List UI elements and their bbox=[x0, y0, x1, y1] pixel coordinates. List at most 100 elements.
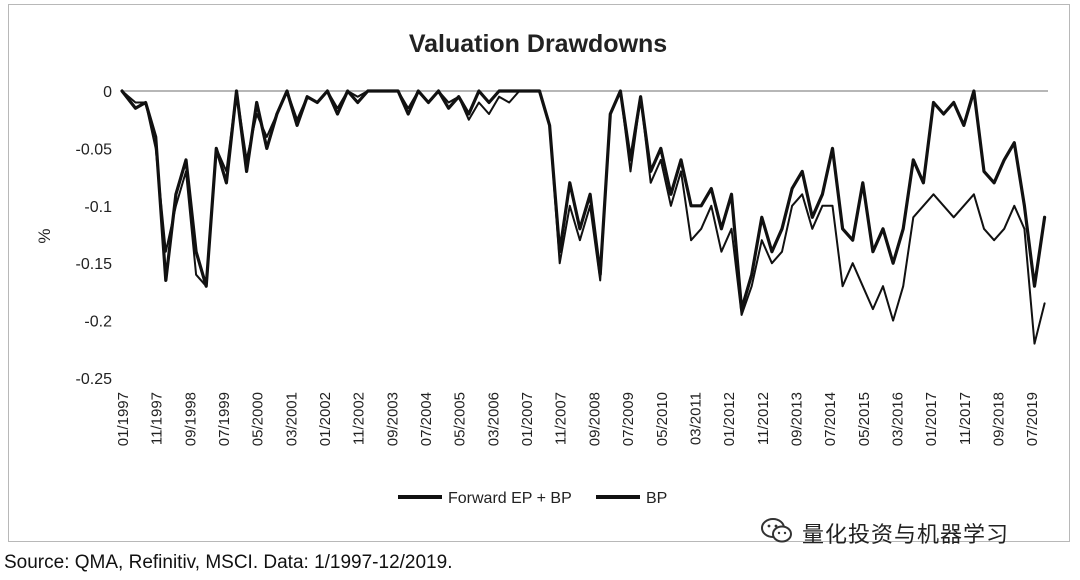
data-point bbox=[821, 205, 824, 207]
data-point bbox=[932, 101, 935, 104]
data-point bbox=[498, 95, 500, 98]
data-point bbox=[761, 216, 763, 219]
data-point bbox=[720, 250, 723, 253]
x-tick-label: 07/2004 bbox=[418, 392, 435, 446]
data-point bbox=[437, 90, 440, 92]
y-tick-label: -0.25 bbox=[76, 371, 113, 388]
data-point bbox=[175, 193, 177, 196]
data-point bbox=[973, 193, 975, 196]
x-tick-label: 11/2012 bbox=[755, 392, 772, 445]
x-tick-label: 09/2003 bbox=[384, 392, 401, 446]
data-point bbox=[579, 239, 581, 241]
data-point bbox=[862, 182, 864, 184]
data-point bbox=[841, 228, 844, 230]
x-tick-label: 05/2015 bbox=[856, 392, 873, 446]
data-point bbox=[589, 205, 591, 207]
data-point bbox=[811, 228, 814, 230]
data-point bbox=[225, 170, 228, 173]
x-tick-label: 09/2008 bbox=[586, 392, 603, 446]
data-point bbox=[720, 228, 723, 230]
data-point bbox=[121, 90, 123, 92]
data-point bbox=[134, 101, 137, 104]
data-point bbox=[266, 147, 268, 150]
data-point bbox=[1023, 205, 1026, 207]
data-point bbox=[1003, 159, 1005, 161]
data-point bbox=[356, 95, 359, 98]
data-point bbox=[336, 113, 339, 115]
data-point bbox=[660, 159, 662, 161]
data-point bbox=[286, 90, 288, 92]
data-point bbox=[710, 187, 713, 190]
x-tick-label: 07/1999 bbox=[216, 392, 233, 446]
data-point bbox=[447, 101, 450, 104]
data-point bbox=[892, 319, 894, 322]
data-point bbox=[670, 193, 672, 196]
data-point bbox=[750, 285, 753, 288]
data-point bbox=[1013, 141, 1016, 144]
chart-title: Valuation Drawdowns bbox=[409, 30, 667, 58]
data-point bbox=[1003, 228, 1005, 230]
data-point bbox=[639, 95, 642, 98]
data-point bbox=[468, 113, 470, 115]
data-point bbox=[538, 90, 541, 92]
data-point bbox=[165, 250, 167, 253]
x-tick-label: 05/2000 bbox=[250, 392, 267, 446]
data-point bbox=[973, 90, 975, 92]
data-point bbox=[548, 124, 551, 127]
data-point bbox=[1033, 342, 1036, 345]
data-point bbox=[175, 205, 177, 207]
data-point bbox=[599, 279, 601, 282]
y-tick-label: -0.05 bbox=[76, 141, 113, 158]
data-point bbox=[801, 193, 803, 196]
data-point bbox=[821, 193, 824, 196]
data-point bbox=[195, 250, 197, 253]
x-tick-label: 07/2014 bbox=[822, 392, 839, 446]
data-point bbox=[892, 262, 894, 265]
x-tick-labels: 01/1997 11/1997 09/1998 07/1999 05/2000 03/20… bbox=[115, 392, 1041, 446]
data-point bbox=[326, 90, 329, 92]
x-tick-label: 09/2018 bbox=[990, 392, 1007, 446]
data-point bbox=[185, 170, 187, 173]
y-axis-label: % bbox=[35, 228, 54, 243]
data-point bbox=[144, 101, 147, 104]
data-point bbox=[700, 205, 702, 207]
series-lines bbox=[120, 89, 1047, 345]
x-tick-label: 07/2009 bbox=[620, 392, 637, 446]
data-point bbox=[902, 228, 904, 230]
data-point bbox=[781, 250, 783, 253]
data-point bbox=[912, 216, 915, 219]
data-point bbox=[609, 113, 612, 115]
data-point bbox=[882, 285, 884, 288]
data-point bbox=[518, 90, 521, 92]
data-point bbox=[245, 159, 248, 161]
x-tick-label: 11/2017 bbox=[957, 392, 974, 445]
data-point bbox=[902, 285, 904, 288]
data-point bbox=[993, 239, 995, 241]
data-point bbox=[266, 136, 268, 138]
data-point bbox=[387, 90, 389, 92]
data-point bbox=[205, 285, 207, 288]
data-point bbox=[963, 124, 965, 127]
x-tick-label: 11/1997 bbox=[149, 392, 166, 445]
data-point bbox=[356, 101, 359, 104]
data-point bbox=[629, 170, 632, 173]
data-point bbox=[589, 193, 591, 196]
data-point bbox=[134, 107, 137, 109]
x-tick-label: 07/2019 bbox=[1024, 392, 1041, 446]
data-point bbox=[932, 193, 935, 196]
data-point bbox=[872, 308, 874, 310]
data-point bbox=[296, 118, 298, 121]
data-point bbox=[336, 107, 339, 109]
data-point bbox=[276, 113, 278, 115]
x-tick-label: 01/1997 bbox=[115, 392, 132, 446]
data-point bbox=[478, 101, 480, 104]
data-point bbox=[781, 228, 783, 230]
data-point bbox=[771, 262, 773, 265]
data-point bbox=[306, 95, 309, 98]
legend-label: BP bbox=[646, 490, 667, 507]
data-point bbox=[1013, 205, 1016, 207]
data-point bbox=[791, 205, 793, 207]
data-point bbox=[154, 147, 157, 150]
x-tick-label: 05/2005 bbox=[452, 392, 469, 446]
x-tick-label: 03/2016 bbox=[889, 392, 906, 446]
